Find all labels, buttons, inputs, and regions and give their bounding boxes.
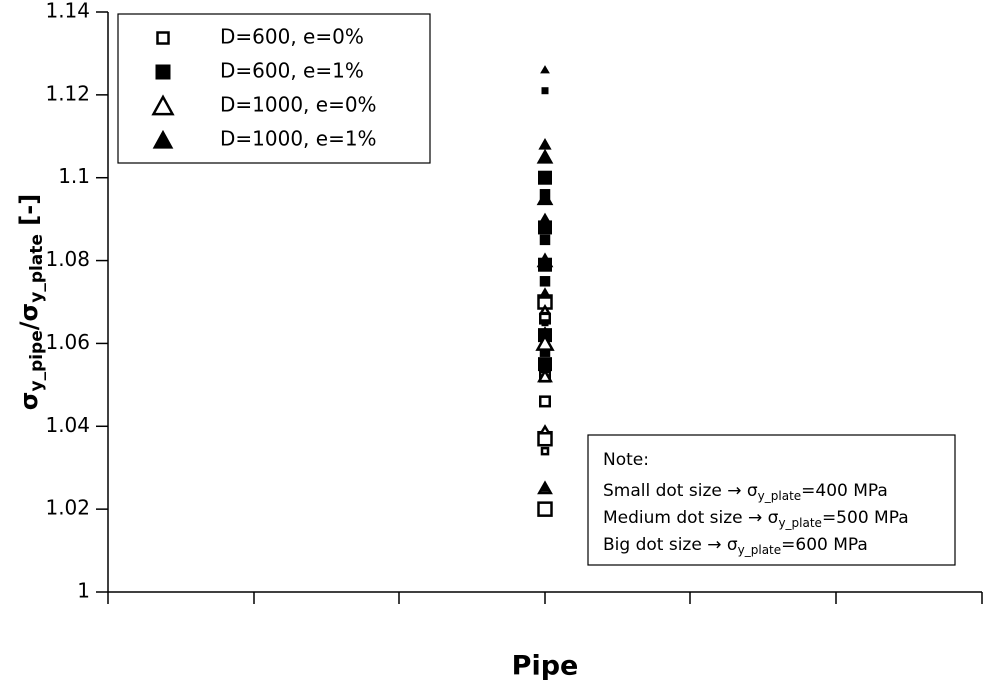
legend-marker: [155, 64, 171, 80]
note-rest: =500 MPa: [822, 508, 909, 528]
point: [541, 87, 549, 95]
note-text: Big dot size → σ: [603, 535, 738, 555]
y-tick-label: 1.04: [45, 413, 90, 437]
x-axis-label: Pipe: [512, 651, 579, 682]
point: [539, 395, 551, 408]
legend-label: D=600, e=0%: [220, 25, 364, 49]
legend-marker: [151, 94, 175, 116]
point: [538, 303, 552, 315]
y-axis-label-part: y_pipe: [27, 330, 47, 391]
legend-box: [117, 13, 431, 164]
note-line: Big dot size → σy_plate=600 MPa: [603, 535, 868, 557]
point: [539, 234, 551, 246]
note-box: [587, 434, 956, 566]
point: [536, 148, 554, 164]
point: [538, 212, 552, 225]
point: [540, 326, 550, 335]
legend-marker: [152, 129, 174, 149]
legend-label: D=1000, e=0%: [220, 93, 377, 117]
y-axis-label-part: /σ: [15, 303, 43, 330]
point: [538, 138, 552, 150]
y-tick-label: 1.08: [45, 247, 90, 271]
point: [539, 276, 551, 287]
y-tick-label: 1: [77, 579, 90, 603]
y-tick-label: 1.06: [45, 330, 90, 354]
point: [540, 446, 550, 456]
note-title: Note:: [603, 450, 649, 470]
points: [535, 65, 555, 517]
y-axis-label: σy_pipe/σy_plate [-]: [15, 194, 47, 410]
note-text: Medium dot size → σ: [603, 508, 779, 528]
note-line: Small dot size → σy_plate=400 MPa: [603, 481, 888, 503]
note-rest: =400 MPa: [801, 481, 888, 501]
note: Note: Small dot size → σy_plate=400 MPaM…: [587, 434, 956, 566]
note-line: Medium dot size → σy_plate=500 MPa: [603, 508, 909, 530]
y-tick-label: 1.12: [45, 81, 90, 105]
point: [540, 65, 550, 74]
note-sub: y_plate: [758, 489, 802, 503]
point: [538, 287, 552, 299]
legend-label: D=600, e=1%: [220, 59, 364, 83]
point: [538, 357, 552, 370]
y-axis-label-part: σ: [15, 392, 43, 411]
point: [535, 333, 555, 351]
point: [537, 501, 553, 517]
note-text: Small dot size → σ: [603, 481, 758, 501]
note-sub: y_plate: [738, 543, 782, 557]
x-axis-ticks: [107, 592, 983, 604]
point: [538, 424, 552, 435]
y-axis-label-part: y_plate: [27, 234, 47, 303]
y-tick-label: 1.02: [45, 496, 90, 520]
point: [541, 319, 549, 327]
point: [536, 190, 554, 206]
point: [537, 368, 553, 383]
y-tick-label: 1.1: [58, 164, 90, 188]
point: [536, 252, 554, 268]
note-rest: =600 MPa: [781, 535, 868, 555]
legend-label: D=1000, e=1%: [220, 127, 377, 151]
y-tick-label: 1.14: [45, 0, 90, 23]
note-sub: y_plate: [778, 516, 822, 530]
point: [540, 483, 550, 492]
legend-marker: [156, 31, 170, 45]
y-axis-label-part: [-]: [15, 194, 43, 234]
point: [538, 170, 552, 185]
